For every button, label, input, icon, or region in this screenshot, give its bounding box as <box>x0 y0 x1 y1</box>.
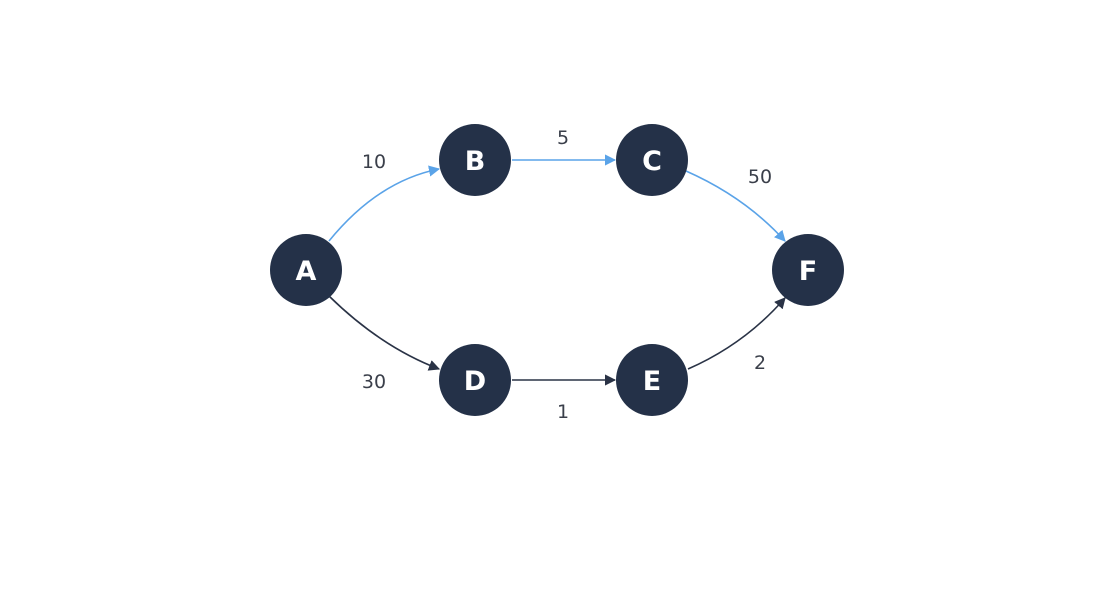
edge-c-f <box>685 170 786 242</box>
node-b: B <box>439 124 511 196</box>
edge-weight-b-c: 5 <box>557 127 569 149</box>
edge-a-b <box>328 165 441 242</box>
node-e-label: E <box>643 366 661 397</box>
edge-e-f <box>687 297 786 370</box>
node-d: D <box>439 344 511 416</box>
node-c-label: C <box>642 146 662 177</box>
edge-weight-d-e: 1 <box>557 401 569 423</box>
edge-weight-a-b: 10 <box>362 151 386 173</box>
node-c: C <box>616 124 688 196</box>
node-f: F <box>772 234 844 306</box>
node-a-label: A <box>296 256 317 287</box>
edge-a-d <box>328 295 441 371</box>
edge-weight-e-f: 2 <box>754 352 766 374</box>
edge-weight-c-f: 50 <box>748 166 772 188</box>
node-a: A <box>270 234 342 306</box>
node-b-label: B <box>465 146 486 177</box>
node-f-label: F <box>799 256 817 287</box>
edge-weight-a-d: 30 <box>362 371 386 393</box>
node-e: E <box>616 344 688 416</box>
node-d-label: D <box>464 366 486 397</box>
